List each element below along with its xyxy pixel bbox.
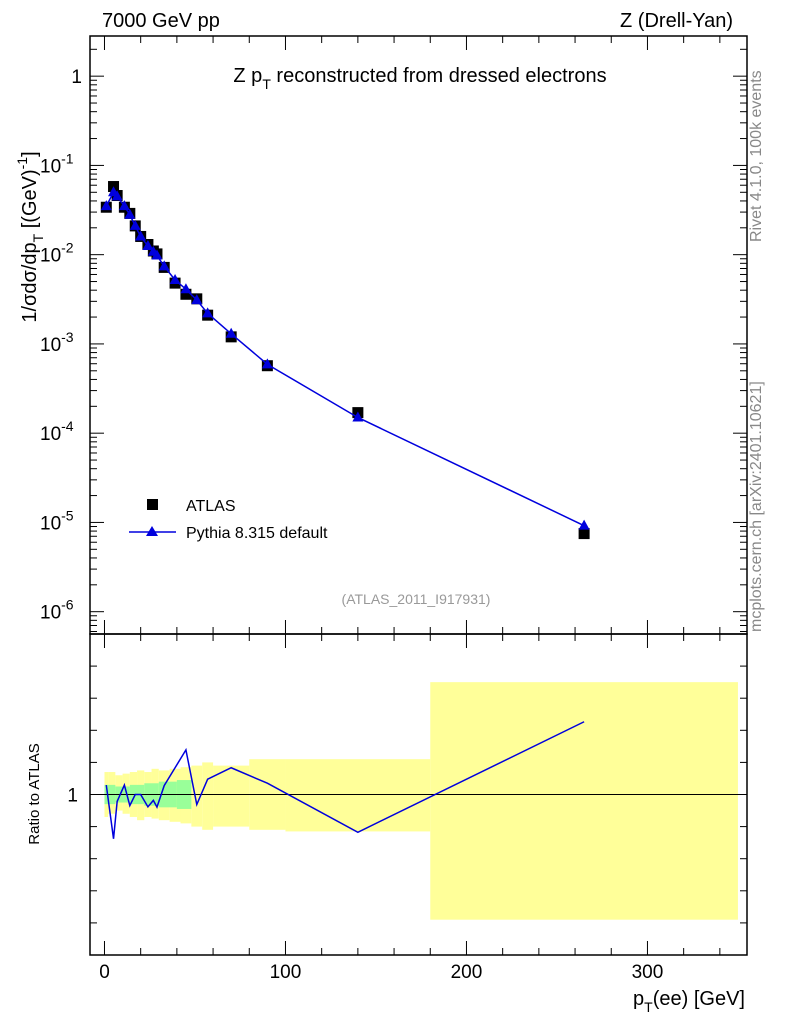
- ratio-band-outer-13: [213, 765, 250, 827]
- pythia-point-11: [169, 274, 181, 285]
- ratio-band-outer-15: [285, 759, 431, 832]
- main-frame: [89, 35, 748, 635]
- ratio-band-outer-12: [202, 762, 214, 830]
- ratio-band-outer-16: [430, 682, 738, 920]
- y-tick-label-3: 10-3: [40, 329, 74, 356]
- legend-pythia-label: Pythia 8.315 default: [186, 525, 328, 542]
- y-tick-label-4: 10-4: [40, 418, 74, 445]
- legend: ATLAS Pythia 8.315 default: [129, 498, 328, 542]
- pythia-point-17: [352, 411, 364, 422]
- main-plot-marks: [100, 181, 590, 540]
- legend-atlas-label: ATLAS: [186, 498, 236, 515]
- ratio-y-axis-label: Ratio to ATLAS: [26, 743, 43, 844]
- pythia-point-18: [578, 519, 590, 530]
- atlas-point-12: [180, 288, 192, 300]
- analysis-tag: (ATLAS_2011_I917931): [342, 591, 491, 607]
- ratio-plot-marks: [90, 682, 747, 920]
- x-tick-label-1: 100: [270, 962, 302, 983]
- y-tick-label-1: 10-1: [40, 150, 74, 177]
- ratio-y-tick-label: 1: [67, 786, 78, 807]
- pythia-point-4: [124, 208, 136, 219]
- y-axis-label: 1/σdσ/dpT [(GeV)-1]: [14, 151, 46, 322]
- ratio-band-outer-11: [191, 765, 203, 827]
- pythia-point-7: [142, 240, 154, 251]
- pythia-point-14: [202, 307, 214, 318]
- x-tick-label-2: 200: [451, 962, 483, 983]
- ratio-pythia-line: [105, 721, 585, 839]
- pythia-point-10: [158, 260, 170, 271]
- y-tick-label-5: 10-5: [40, 507, 74, 534]
- pythia-point-15: [225, 327, 237, 338]
- side-label-rivet: Rivet 4.1.0, 100k events: [748, 70, 765, 242]
- pythia-point-6: [135, 230, 147, 241]
- pythia-point-3: [118, 200, 130, 211]
- x-tick-label-0: 0: [99, 962, 110, 983]
- y-tick-label-0: 1: [71, 67, 82, 88]
- x-axis-label: pT(ee) [GeV]: [633, 988, 745, 1015]
- pythia-point-5: [129, 219, 141, 230]
- pythia-point-2: [111, 190, 123, 201]
- pythia-point-9: [151, 249, 163, 260]
- header-right: Z (Drell-Yan): [620, 10, 733, 32]
- pythia-point-16: [261, 358, 273, 369]
- header-left: 7000 GeV pp: [102, 10, 220, 32]
- y-tick-label-2: 10-2: [40, 240, 74, 267]
- axes: 1 10-1 10-2 10-3 10-4 10-5 10-6 1 0 100 200 300: [40, 35, 748, 983]
- pythia-point-13: [191, 294, 203, 305]
- legend-pythia-marker: [146, 526, 158, 536]
- legend-atlas-marker: [147, 499, 158, 510]
- pythia-point-12: [180, 283, 192, 294]
- atlas-point-18: [578, 528, 590, 540]
- pythia-point-0: [100, 200, 112, 211]
- x-tick-label-3: 300: [632, 962, 664, 983]
- chart-title: Z pT reconstructed from dressed electron…: [233, 65, 606, 92]
- side-label-mcplots: mcplots.cern.ch [arXiv:2401.10621]: [748, 381, 765, 632]
- y-tick-label-6: 10-6: [40, 597, 74, 624]
- pythia-line: [105, 190, 585, 527]
